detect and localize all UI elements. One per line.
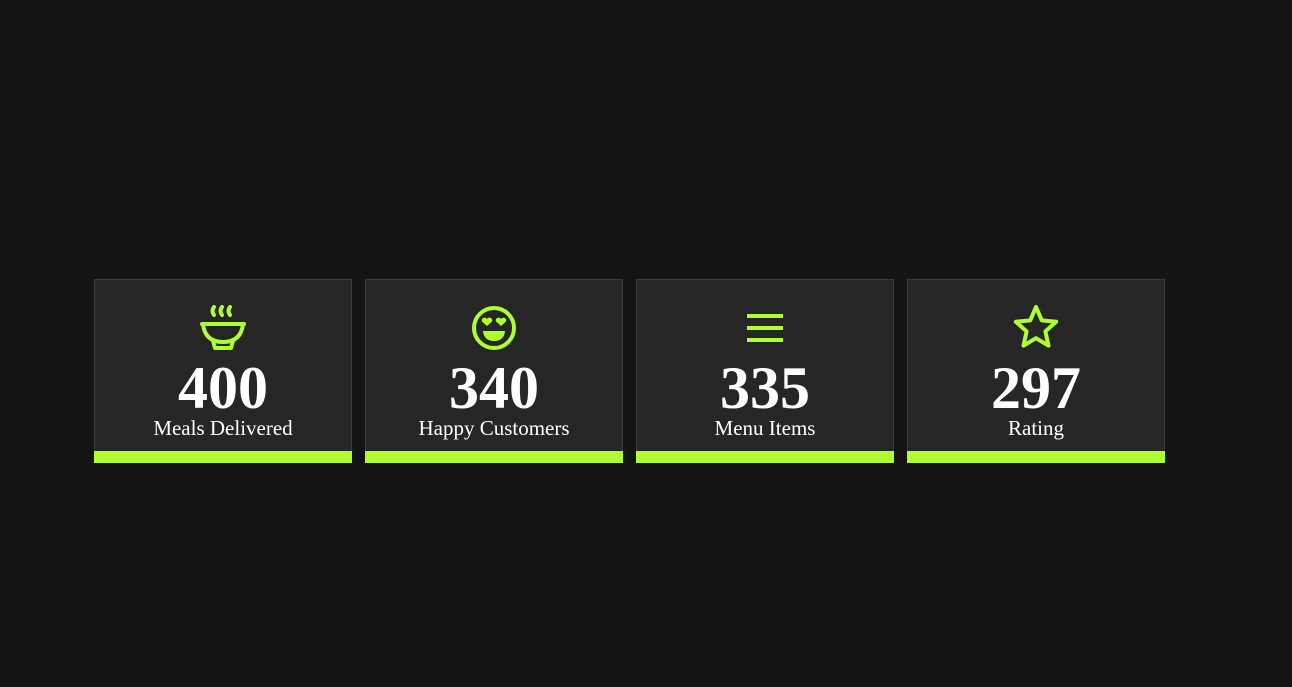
stat-value: 340	[449, 355, 539, 421]
stat-label: Menu Items	[714, 416, 816, 440]
stat-card-menu-items: 335 Menu Items	[636, 279, 894, 463]
menu-bars-icon	[739, 302, 791, 354]
accent-bar	[365, 451, 623, 463]
star-icon	[1010, 302, 1062, 354]
stat-value: 297	[991, 355, 1081, 421]
heart-eyes-icon	[468, 302, 520, 354]
stat-card-rating: 297 Rating	[907, 279, 1165, 463]
bowl-steam-icon	[197, 302, 249, 354]
stat-label: Rating	[1008, 416, 1064, 440]
accent-bar	[94, 451, 352, 463]
stat-value: 335	[720, 355, 810, 421]
stat-value: 400	[178, 355, 268, 421]
stat-card-meals-delivered: 400 Meals Delivered	[94, 279, 352, 463]
accent-bar	[907, 451, 1165, 463]
stat-label: Happy Customers	[418, 416, 570, 440]
stats-row: 400 Meals Delivered 340 Happy Customers …	[94, 279, 1165, 463]
accent-bar	[636, 451, 894, 463]
stat-card-happy-customers: 340 Happy Customers	[365, 279, 623, 463]
stat-label: Meals Delivered	[153, 416, 293, 440]
